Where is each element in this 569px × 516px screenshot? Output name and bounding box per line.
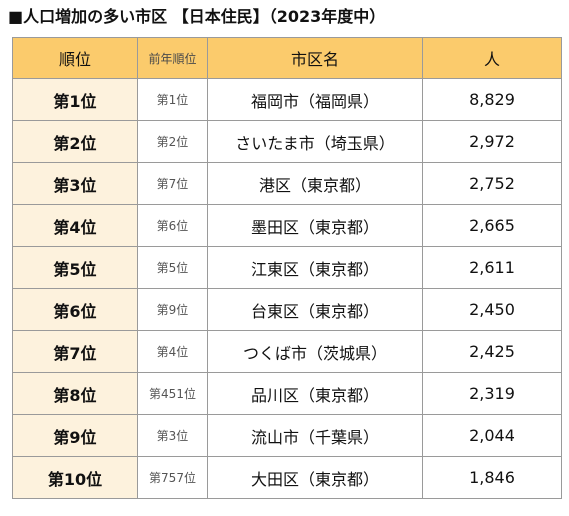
- header-row: 順位 前年順位 市区名 人: [12, 37, 562, 79]
- previous-rank-cell: 第3位: [137, 414, 208, 457]
- previous-rank-cell: 第9位: [137, 288, 208, 331]
- previous-rank-cell: 第6位: [137, 204, 208, 247]
- previous-rank-cell: 第2位: [137, 120, 208, 163]
- previous-rank-cell: 第7位: [137, 162, 208, 205]
- table-row: 第5位 第5位 江東区（東京都） 2,611: [12, 246, 562, 289]
- table-row: 第3位 第7位 港区（東京都） 2,752: [12, 162, 562, 205]
- rank-cell: 第8位: [12, 372, 138, 415]
- city-cell: 福岡市（福岡県）: [207, 78, 423, 121]
- table-row: 第6位 第9位 台東区（東京都） 2,450: [12, 288, 562, 331]
- table-row: 第9位 第3位 流山市（千葉県） 2,044: [12, 414, 562, 457]
- previous-rank-cell: 第757位: [137, 456, 208, 499]
- rank-cell: 第9位: [12, 414, 138, 457]
- population-increase-cell: 8,829: [422, 78, 562, 121]
- table-row: 第10位 第757位 大田区（東京都） 1,846: [12, 456, 562, 499]
- population-increase-cell: 2,972: [422, 120, 562, 163]
- table-row: 第2位 第2位 さいたま市（埼玉県） 2,972: [12, 120, 562, 163]
- city-cell: 墨田区（東京都）: [207, 204, 423, 247]
- rank-cell: 第6位: [12, 288, 138, 331]
- table-header: 順位 前年順位 市区名 人: [12, 37, 562, 79]
- city-cell: 流山市（千葉県）: [207, 414, 423, 457]
- table-row: 第8位 第451位 品川区（東京都） 2,319: [12, 372, 562, 415]
- population-increase-cell: 2,450: [422, 288, 562, 331]
- population-increase-cell: 2,044: [422, 414, 562, 457]
- header-rank: 順位: [12, 37, 138, 79]
- city-cell: 台東区（東京都）: [207, 288, 423, 331]
- header-people: 人: [422, 37, 562, 79]
- city-cell: つくば市（茨城県）: [207, 330, 423, 373]
- population-increase-cell: 2,665: [422, 204, 562, 247]
- table-row: 第4位 第6位 墨田区（東京都） 2,665: [12, 204, 562, 247]
- city-cell: 品川区（東京都）: [207, 372, 423, 415]
- rank-cell: 第3位: [12, 162, 138, 205]
- population-increase-cell: 1,846: [422, 456, 562, 499]
- rank-cell: 第7位: [12, 330, 138, 373]
- table-row: 第7位 第4位 つくば市（茨城県） 2,425: [12, 330, 562, 373]
- population-increase-cell: 2,752: [422, 162, 562, 205]
- city-cell: 江東区（東京都）: [207, 246, 423, 289]
- population-increase-cell: 2,611: [422, 246, 562, 289]
- ranking-table: 順位 前年順位 市区名 人 第1位 第1位 福岡市（福岡県） 8,829 第2位 第2位さ…: [12, 37, 562, 499]
- city-cell: 大田区（東京都）: [207, 456, 423, 499]
- rank-cell: 第5位: [12, 246, 138, 289]
- population-increase-cell: 2,425: [422, 330, 562, 373]
- previous-rank-cell: 第1位: [137, 78, 208, 121]
- table-body: 第1位 第1位 福岡市（福岡県） 8,829 第2位 第2位 さいたま市（埼玉県） 2,972…: [12, 78, 562, 499]
- rank-cell: 第1位: [12, 78, 138, 121]
- population-increase-cell: 2,319: [422, 372, 562, 415]
- rank-cell: 第10位: [12, 456, 138, 499]
- header-previous-rank: 前年順位: [137, 37, 208, 79]
- rank-cell: 第4位: [12, 204, 138, 247]
- previous-rank-cell: 第451位: [137, 372, 208, 415]
- previous-rank-cell: 第5位: [137, 246, 208, 289]
- header-city: 市区名: [207, 37, 423, 79]
- page-title: ■人口増加の多い市区 【日本住民】（2023年度中）: [8, 7, 386, 26]
- table-row: 第1位 第1位 福岡市（福岡県） 8,829: [12, 78, 562, 121]
- previous-rank-cell: 第4位: [137, 330, 208, 373]
- city-cell: 港区（東京都）: [207, 162, 423, 205]
- city-cell: さいたま市（埼玉県）: [207, 120, 423, 163]
- rank-cell: 第2位: [12, 120, 138, 163]
